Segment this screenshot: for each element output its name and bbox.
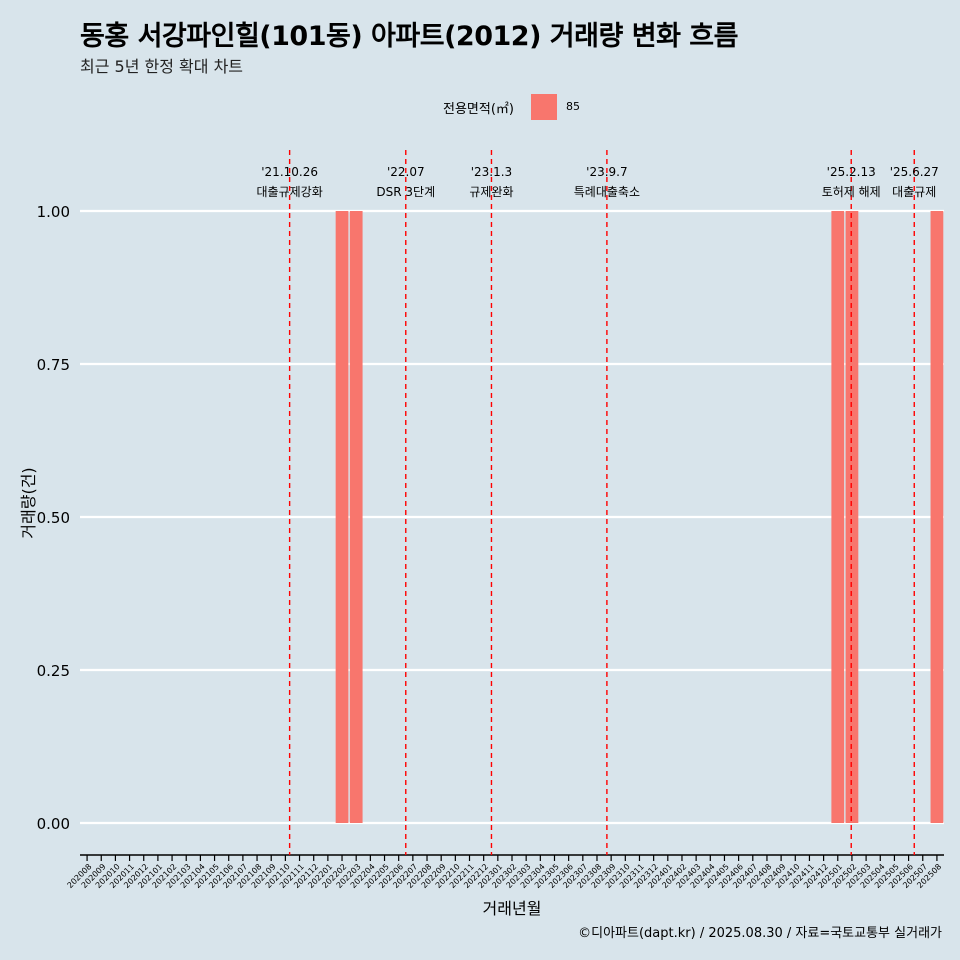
bar [930,211,944,823]
bar [831,211,845,823]
bar [335,211,349,823]
legend-label-85: 85 [566,100,580,113]
event-name-label: DSR 3단계 [376,185,435,199]
y-tick-label: 0.75 [37,356,70,374]
bar [845,211,859,823]
event-date-label: '23.9.7 [586,165,627,179]
chart-subtitle: 최근 5년 한정 확대 차트 [80,57,244,76]
event-name-label: 토허제 해제 [822,185,881,199]
event-date-label: '25.6.27 [890,165,939,179]
event-date-label: '23.1.3 [471,165,512,179]
event-date-label: '22.07 [387,165,425,179]
legend: 전용면적(㎡) 85 [0,94,960,120]
event-name-label: 특례대출축소 [574,185,640,199]
event-name-label: 규제완화 [469,185,513,199]
source-caption: ©디아파트(dapt.kr) / 2025.08.30 / 자료=국토교통부 실… [578,926,942,941]
event-name-label: 대출규제강화 [257,185,323,199]
legend-key-85 [531,94,557,120]
x-axis-title: 거래년월 [483,899,542,918]
event-name-label: 대출규제 [892,185,936,199]
chart-title: 동홍 서강파인힐(101동) 아파트(2012) 거래량 변화 흐름 [80,21,738,52]
y-axis-title: 거래량(건) [19,467,38,538]
y-tick-label: 0.25 [37,662,70,680]
y-tick-label: 0.50 [37,509,70,527]
y-tick-label: 0.00 [37,815,70,833]
bar [349,211,363,823]
legend-title: 전용면적(㎡) [443,102,514,117]
event-date-label: '25.2.13 [827,165,876,179]
event-date-label: '21.10.26 [261,165,318,179]
y-tick-label: 1.00 [37,203,70,221]
